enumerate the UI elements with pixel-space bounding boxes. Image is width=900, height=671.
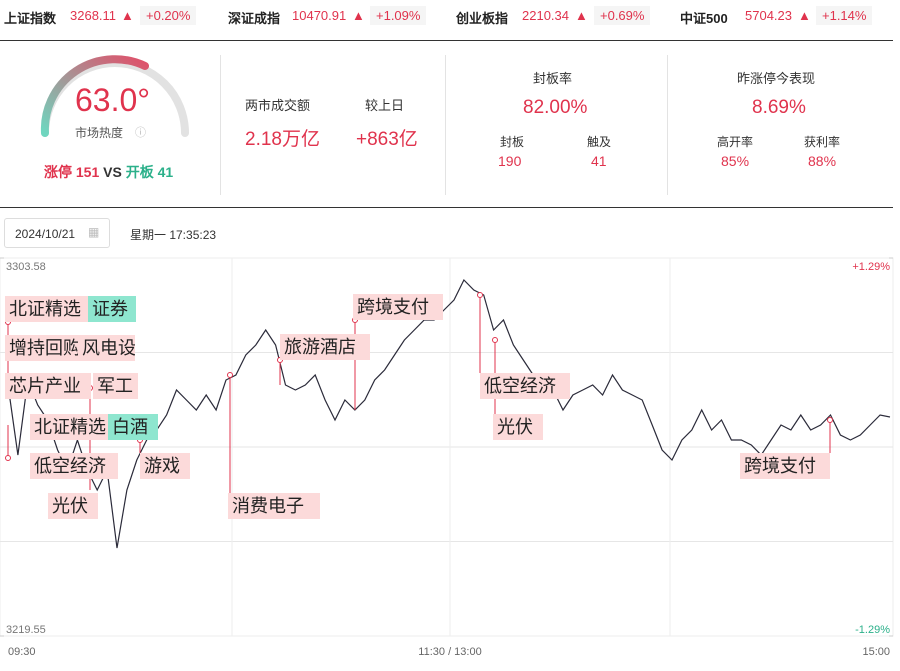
annotation-label: 芯片产业 bbox=[5, 373, 91, 399]
yesterday-value: 8.69% bbox=[752, 97, 806, 118]
index-name: 深证成指 bbox=[228, 11, 281, 26]
yesterday-title: 昨涨停今表现 bbox=[737, 71, 816, 86]
y-tick-label: 3219.55 bbox=[6, 624, 46, 636]
annotation-dot bbox=[227, 372, 233, 378]
annotation-dot bbox=[492, 337, 498, 343]
divider bbox=[445, 55, 446, 195]
seal-title: 封板率 bbox=[533, 71, 573, 86]
y2-tick-label: +1.29% bbox=[852, 261, 890, 273]
turnover-value: 2.18万亿 bbox=[245, 129, 320, 150]
y-tick-label: 3303.58 bbox=[6, 261, 46, 273]
annotation-label: 消费电子 bbox=[228, 493, 320, 519]
annotation-label: 低空经济 bbox=[480, 373, 570, 399]
index-name: 创业板指 bbox=[456, 11, 509, 26]
annotation-label: 增持回购 bbox=[5, 335, 78, 361]
divider bbox=[220, 55, 221, 195]
index-change: +0.69% bbox=[594, 6, 651, 25]
opened: 41 bbox=[157, 164, 174, 180]
vs: VS bbox=[103, 164, 122, 180]
index-value: 10470.91 bbox=[292, 8, 347, 23]
diff-label: 较上日 bbox=[365, 98, 405, 113]
gauge bbox=[40, 55, 189, 137]
annotation-label: 旅游酒店 bbox=[280, 334, 370, 360]
annotation-label: 跨境支付 bbox=[353, 294, 443, 320]
open-label: 高开率 bbox=[717, 135, 754, 149]
limit-up-label: 涨停 bbox=[44, 164, 72, 180]
x-tick-label: 09:30 bbox=[8, 646, 36, 658]
annotation-label: 游戏 bbox=[140, 453, 190, 479]
annotation-label: 证券 bbox=[88, 296, 136, 322]
gauge-fill bbox=[40, 55, 149, 137]
sealed-label: 封板 bbox=[500, 135, 525, 149]
up-arrow: ▲ bbox=[121, 8, 134, 23]
divider bbox=[667, 55, 668, 195]
annotation-dot bbox=[5, 455, 11, 461]
annotation-label: 北证精选 bbox=[5, 296, 88, 322]
seal-rate: 82.00% bbox=[523, 97, 588, 118]
divider bbox=[0, 207, 893, 208]
annotation-label: 白酒 bbox=[108, 414, 158, 440]
limit-up: 151 bbox=[75, 164, 100, 180]
annotation-label: 低空经济 bbox=[30, 453, 118, 479]
annotation-label: 光伏 bbox=[493, 414, 543, 440]
time: 星期一 17:35:23 bbox=[130, 228, 217, 242]
up-arrow: ▲ bbox=[798, 8, 811, 23]
index-change: +0.20% bbox=[140, 6, 197, 25]
x-tick-label: 11:30 / 13:00 bbox=[418, 646, 481, 658]
info-icon[interactable]: ⓘ bbox=[135, 127, 146, 139]
annotation-label: 光伏 bbox=[48, 493, 98, 519]
index-name: 上证指数 bbox=[4, 11, 57, 26]
annotation-label: 风电设备 bbox=[78, 335, 135, 361]
divider bbox=[0, 40, 893, 41]
index-change: +1.09% bbox=[370, 6, 427, 25]
annotation-label: 跨境支付 bbox=[740, 453, 830, 479]
touched: 41 bbox=[591, 153, 607, 169]
heat-value: 63.0° bbox=[75, 82, 151, 118]
annotation-label: 军工 bbox=[93, 373, 138, 399]
open-rate: 85% bbox=[721, 153, 750, 169]
annotation-label: 北证精选 bbox=[30, 414, 108, 440]
index-value: 3268.11 bbox=[70, 8, 117, 23]
profit-rate: 88% bbox=[808, 153, 837, 169]
up-arrow: ▲ bbox=[352, 8, 365, 23]
limit-summary: 涨停 151 VS 开板 41 bbox=[44, 162, 173, 182]
heat-caption: 市场热度 bbox=[75, 126, 124, 140]
index-name: 中证500 bbox=[680, 11, 728, 26]
x-tick-label: 15:00 bbox=[862, 646, 890, 658]
date-picker[interactable]: 2024/10/21 ▦ bbox=[4, 218, 110, 248]
turnover-label: 两市成交额 bbox=[245, 98, 311, 113]
annotation-dot bbox=[827, 417, 833, 423]
profit-label: 获利率 bbox=[804, 135, 841, 149]
diff-value: +863亿 bbox=[356, 129, 418, 150]
annotation-dot bbox=[477, 292, 483, 298]
opened-label: 开板 bbox=[125, 164, 154, 180]
index-change: +1.14% bbox=[816, 6, 873, 25]
calendar-icon: ▦ bbox=[88, 225, 100, 239]
touched-label: 触及 bbox=[587, 135, 612, 149]
index-value: 5704.23 bbox=[745, 8, 792, 23]
up-arrow: ▲ bbox=[575, 8, 588, 23]
index-value: 2210.34 bbox=[522, 8, 569, 23]
y2-tick-label: -1.29% bbox=[855, 624, 890, 636]
date: 2024/10/21 bbox=[15, 227, 76, 241]
sealed: 190 bbox=[498, 153, 522, 169]
